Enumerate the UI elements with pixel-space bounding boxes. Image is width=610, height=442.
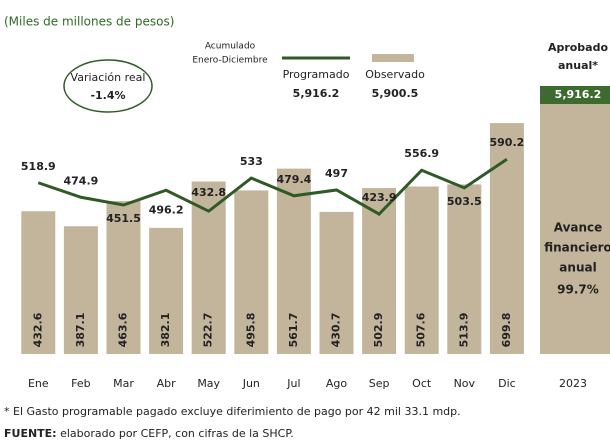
bar xyxy=(106,201,141,354)
legend-title: Acumulado xyxy=(205,42,256,52)
bar xyxy=(149,227,184,354)
x-tick-label: Sep xyxy=(369,377,390,390)
source-text: elaborado por CEFP, con cifras de la SHC… xyxy=(57,427,294,440)
subtitle: (Miles de millones de pesos) xyxy=(4,15,174,29)
data-label: 556.9 xyxy=(404,147,439,160)
annual-approved-bar xyxy=(540,86,610,104)
data-label: 451.5 xyxy=(106,212,141,225)
x-tick-label: Feb xyxy=(71,377,90,390)
annual-label: Avance xyxy=(554,221,603,235)
data-label: 479.4 xyxy=(277,173,312,186)
bar-label: 430.7 xyxy=(330,313,343,348)
bar-label: 502.9 xyxy=(372,313,385,348)
x-tick-label: Dic xyxy=(498,377,516,390)
data-label: 518.9 xyxy=(21,160,56,173)
data-label: 503.5 xyxy=(447,195,482,208)
bar-label: 463.6 xyxy=(117,312,130,347)
x-tick-label: Mar xyxy=(113,377,134,390)
year: 2023 xyxy=(559,377,587,390)
annual-progress-bar xyxy=(540,104,610,354)
annual-label: financiero xyxy=(544,241,610,255)
x-tick-label: Nov xyxy=(454,377,476,390)
variation-ellipse xyxy=(63,59,153,113)
data-label: 474.9 xyxy=(64,174,99,187)
x-tick-label: May xyxy=(197,377,220,390)
source-label: FUENTE: xyxy=(4,427,57,440)
bar xyxy=(63,226,98,354)
x-tick-label: Oct xyxy=(412,377,432,390)
x-tick-label: Ene xyxy=(28,377,49,390)
legend-box xyxy=(372,54,414,62)
legend-title: Enero-Diciembre xyxy=(192,56,268,66)
bar xyxy=(319,211,354,354)
annual-label: anual* xyxy=(558,59,598,72)
annual-value: 99.7% xyxy=(557,283,599,297)
legend-name: Observado xyxy=(365,68,425,81)
source: FUENTE: elaborado por CEFP, con cifras d… xyxy=(4,427,294,440)
data-label: 533 xyxy=(240,155,263,168)
x-tick-label: Jul xyxy=(286,377,300,390)
legend-total: 5,916.2 xyxy=(293,87,340,100)
data-label: 423.9 xyxy=(362,191,397,204)
data-label: 432.8 xyxy=(191,186,226,199)
bar xyxy=(21,211,56,354)
bar xyxy=(234,190,269,354)
bar-label: 699.8 xyxy=(500,313,513,348)
bar xyxy=(489,123,524,354)
bar-label: 561.7 xyxy=(287,313,300,348)
bar xyxy=(404,186,439,354)
line xyxy=(37,157,508,216)
bar-label: 432.6 xyxy=(31,312,44,347)
annual-label: anual xyxy=(559,261,596,275)
legend-name: Programado xyxy=(283,68,350,81)
bar xyxy=(447,184,482,354)
data-label: 496.2 xyxy=(149,203,184,216)
bar-label: 513.9 xyxy=(457,313,470,348)
variation-label: Variación real xyxy=(71,71,146,84)
x-tick-label: Ago xyxy=(326,377,348,390)
bar-label: 522.7 xyxy=(202,313,215,348)
annual-label: Aprobado xyxy=(548,41,609,54)
x-tick-label: Abr xyxy=(157,377,177,390)
bar-label: 507.6 xyxy=(415,312,428,347)
data-label: 590.2 xyxy=(490,136,525,149)
x-tick-label: Jun xyxy=(242,377,260,390)
legend-total: 5,900.5 xyxy=(372,87,419,100)
bar-label: 387.1 xyxy=(74,313,87,348)
bar-label: 495.8 xyxy=(244,313,257,348)
data-label: 497 xyxy=(325,167,348,180)
bar xyxy=(276,168,311,354)
bar-label: 382.1 xyxy=(159,313,172,348)
variation-value: -1.4% xyxy=(90,89,125,102)
footnote: * El Gasto programable pagado excluye di… xyxy=(4,405,461,418)
annual-value: 5,916.2 xyxy=(555,88,602,101)
